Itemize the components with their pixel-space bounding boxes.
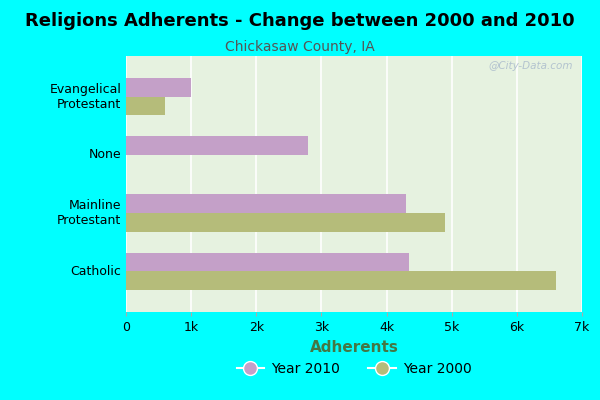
Text: @City-Data.com: @City-Data.com	[488, 61, 573, 71]
Bar	[126, 136, 308, 155]
Bar	[126, 213, 445, 232]
Bar	[126, 194, 406, 213]
Bar	[126, 97, 165, 115]
Bar	[126, 271, 556, 290]
Legend: Year 2010, Year 2000: Year 2010, Year 2000	[231, 357, 477, 382]
Text: Religions Adherents - Change between 2000 and 2010: Religions Adherents - Change between 200…	[25, 12, 575, 30]
Bar	[126, 253, 409, 271]
Bar	[126, 78, 191, 97]
Text: Chickasaw County, IA: Chickasaw County, IA	[225, 40, 375, 54]
X-axis label: Adherents: Adherents	[310, 340, 398, 354]
